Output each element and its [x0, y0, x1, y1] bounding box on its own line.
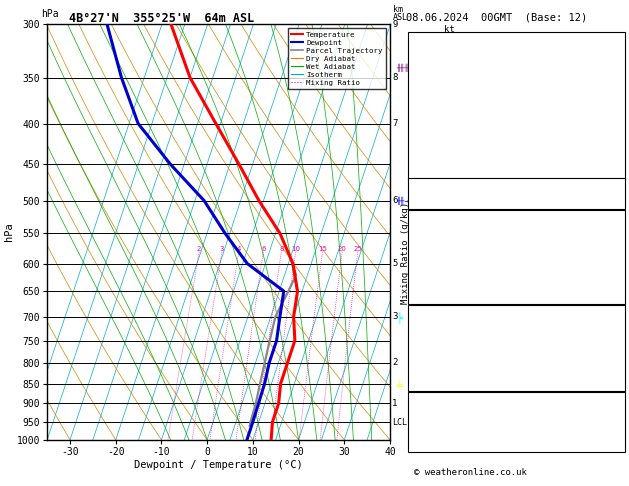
Text: 4B°27'N  355°25'W  64m ASL: 4B°27'N 355°25'W 64m ASL — [69, 12, 255, 25]
Text: ╫╫→: ╫╫→ — [396, 196, 409, 205]
Text: 08.06.2024  00GMT  (Base: 12): 08.06.2024 00GMT (Base: 12) — [406, 12, 587, 22]
Text: 15: 15 — [318, 246, 327, 252]
Text: 3: 3 — [392, 312, 398, 321]
Text: Dewp (°C): Dewp (°C) — [413, 239, 461, 248]
Y-axis label: hPa: hPa — [4, 223, 14, 242]
Text: Lifted Index: Lifted Index — [413, 350, 477, 359]
Text: 8.7: 8.7 — [603, 239, 620, 248]
Text: Lifted Index: Lifted Index — [413, 266, 477, 275]
Text: 6: 6 — [392, 196, 398, 205]
Text: Totals Totals: Totals Totals — [413, 189, 482, 198]
Text: 1.43: 1.43 — [598, 199, 620, 208]
Text: 9: 9 — [392, 20, 398, 29]
Text: StmSpd (kt): StmSpd (kt) — [413, 442, 472, 451]
Text: kt: kt — [445, 25, 455, 34]
Text: ╞: ╞ — [396, 311, 402, 323]
Text: 1: 1 — [392, 399, 398, 408]
Text: ╫╫╫→: ╫╫╫→ — [396, 63, 413, 71]
Text: Most Unstable: Most Unstable — [481, 307, 551, 316]
Text: CIN (J): CIN (J) — [413, 293, 450, 302]
Text: 2: 2 — [392, 358, 398, 367]
Text: 10: 10 — [291, 246, 300, 252]
Text: 5: 5 — [392, 259, 398, 268]
Text: EH: EH — [413, 407, 423, 416]
Text: Hodograph: Hodograph — [492, 395, 540, 403]
Text: 291°: 291° — [598, 430, 620, 439]
Text: hPa: hPa — [41, 9, 58, 19]
Text: 3: 3 — [220, 246, 224, 252]
Text: 18: 18 — [609, 442, 620, 451]
Text: 750: 750 — [603, 321, 620, 330]
Text: 305: 305 — [603, 252, 620, 261]
Text: km
ASL: km ASL — [393, 4, 408, 22]
Text: 7: 7 — [392, 119, 398, 128]
Text: 25: 25 — [353, 246, 362, 252]
Text: -0: -0 — [609, 179, 620, 188]
Text: 308: 308 — [603, 336, 620, 345]
Text: -0: -0 — [609, 407, 620, 416]
Text: Pressure (mb): Pressure (mb) — [413, 321, 482, 330]
Text: SREH: SREH — [413, 418, 434, 428]
Text: 8: 8 — [392, 73, 398, 82]
Text: 8: 8 — [279, 246, 284, 252]
X-axis label: Dewpoint / Temperature (°C): Dewpoint / Temperature (°C) — [134, 460, 303, 469]
Text: CAPE (J): CAPE (J) — [413, 365, 455, 374]
Text: 32: 32 — [609, 189, 620, 198]
Text: 11: 11 — [609, 266, 620, 275]
Text: ╧: ╧ — [396, 381, 402, 391]
Text: CAPE (J): CAPE (J) — [413, 279, 455, 288]
Text: 0: 0 — [614, 365, 620, 374]
Text: 2: 2 — [197, 246, 201, 252]
Text: 0: 0 — [614, 293, 620, 302]
Text: StmDir: StmDir — [413, 430, 445, 439]
Text: 0: 0 — [614, 279, 620, 288]
Text: Mixing Ratio (g/kg): Mixing Ratio (g/kg) — [401, 202, 409, 304]
Text: Surface: Surface — [498, 212, 535, 221]
Text: 9: 9 — [614, 350, 620, 359]
Text: Temp (°C): Temp (°C) — [413, 226, 461, 235]
Text: PW (cm): PW (cm) — [413, 199, 450, 208]
Text: θᴄ (K): θᴄ (K) — [413, 336, 445, 345]
Text: © weatheronline.co.uk: © weatheronline.co.uk — [414, 468, 526, 477]
Legend: Temperature, Dewpoint, Parcel Trajectory, Dry Adiabat, Wet Adiabat, Isotherm, Mi: Temperature, Dewpoint, Parcel Trajectory… — [287, 28, 386, 89]
Text: 60: 60 — [609, 418, 620, 428]
Text: 20: 20 — [338, 246, 347, 252]
Text: 14: 14 — [609, 226, 620, 235]
Text: CIN (J): CIN (J) — [413, 380, 450, 388]
Text: 4: 4 — [237, 246, 241, 252]
Text: θᴄ(K): θᴄ(K) — [413, 252, 440, 261]
Text: LCL: LCL — [392, 417, 407, 427]
Text: 6: 6 — [261, 246, 265, 252]
Text: 0: 0 — [614, 380, 620, 388]
Text: K: K — [413, 179, 418, 188]
